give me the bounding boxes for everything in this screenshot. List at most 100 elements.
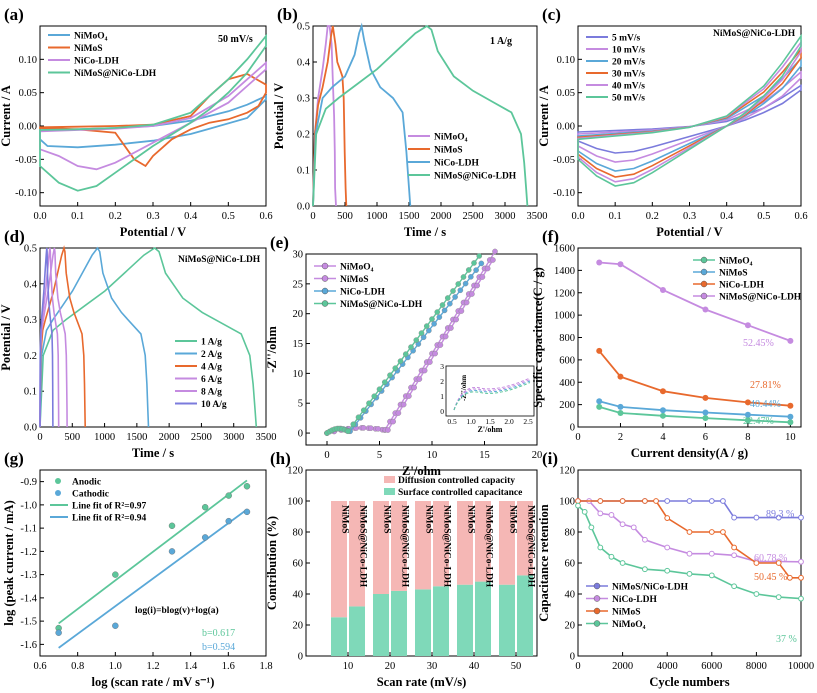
legend-label: 5 mV/s (612, 34, 641, 44)
x-tick-label: 1500 (399, 211, 420, 222)
cycle-point (686, 529, 693, 535)
y-tick-label: 0 (298, 652, 303, 663)
x-tick-label: 1.6 (222, 661, 235, 672)
x-axis-label: Time / s (404, 225, 446, 239)
x-tick-label: 3000 (495, 211, 516, 222)
legend-label: NiMoO₄ (719, 257, 753, 267)
x-axis-label: Scan rate (mV/s) (377, 675, 467, 689)
x-tick-label: 0.8 (71, 661, 84, 672)
x-tick-label: 15 (479, 450, 490, 461)
cycle-point (798, 514, 804, 521)
y-tick-label: 0.1 (24, 387, 37, 398)
x-tick-label: 3500 (527, 211, 548, 222)
x-tick-label: 0 (575, 432, 580, 443)
rate-point (596, 259, 603, 266)
y-tick-label: 15 (293, 339, 304, 350)
x-tick-label: 4 (660, 432, 666, 443)
legend-marker (700, 280, 708, 288)
y-axis-label: -Z''/ohm (265, 326, 279, 373)
x-tick-label: 1.0 (109, 661, 122, 672)
y-tick-label: -1.1 (20, 524, 37, 535)
legend-label: NiMoO₄ (74, 32, 108, 42)
bar-label: NiMoS@NiCo-LDH (526, 505, 536, 588)
bar-surface (373, 594, 389, 656)
legend-label: NiMoO₄ (340, 263, 374, 273)
rate-line (598, 400, 791, 418)
nyquist-point (381, 379, 388, 385)
y-tick-label: 80 (293, 528, 304, 539)
x-tick-label: 1.4 (184, 661, 198, 672)
inset-curve (453, 377, 531, 411)
nyquist-point (355, 414, 362, 421)
y-tick-label: -0.05 (15, 155, 37, 166)
cycle-point (753, 591, 760, 597)
nyquist-point (432, 350, 438, 357)
y-tick-label: 1200 (554, 288, 575, 299)
x-tick-label: 2500 (463, 211, 484, 222)
rate-point (744, 399, 751, 406)
nyquist-point (416, 376, 423, 382)
data-point (168, 522, 176, 529)
nyquist-point (402, 351, 409, 357)
x-axis-label: Potential / V (120, 225, 186, 239)
y-tick-label: -0.9 (20, 477, 37, 488)
x-tick-label: 500 (337, 211, 353, 222)
sample-annotation: NiMoS@NiCo-LDH (713, 29, 796, 39)
data-point (243, 508, 251, 516)
legend-label: 40 mV/s (612, 82, 645, 92)
legend-label: NiMoS (340, 275, 369, 285)
legend-label: Line fit of R²=0.94 (72, 514, 146, 524)
x-tick-label: 0.5 (222, 211, 235, 222)
x-tick-label: 0.1 (71, 211, 84, 222)
legend-label: NiCo-LDH (340, 288, 385, 298)
cycle-point (642, 536, 648, 543)
rate-point (787, 419, 794, 426)
legend-marker (700, 292, 708, 300)
y-tick-label: 10 (293, 369, 304, 380)
x-axis-label: Cycle numbers (649, 675, 729, 689)
rate-point (702, 409, 709, 416)
bar-diffusion (415, 501, 431, 590)
rate-point (787, 402, 794, 409)
nyquist-point (411, 384, 417, 391)
y-tick-label: 1600 (554, 244, 575, 255)
legend-label: NiCo-LDH (719, 281, 764, 291)
bar-diffusion (433, 501, 449, 587)
data-point (225, 492, 232, 499)
y-tick-label: 0.1 (297, 166, 310, 177)
x-tick-label: 3000 (223, 432, 244, 443)
panel-label: (h) (270, 449, 291, 468)
gcd-curve (312, 25, 337, 207)
x-tick-label: 0.1 (609, 211, 622, 222)
x-tick-label: 0.3 (683, 211, 696, 222)
y-tick-label: 20 (293, 309, 304, 320)
nyquist-point (442, 333, 449, 340)
gcd-curve (312, 24, 529, 207)
cycle-point (686, 498, 693, 504)
data-point (243, 483, 251, 490)
y-tick-label: 30 (293, 250, 304, 261)
y-tick-label: -1.6 (20, 640, 37, 651)
x-tick-label: 8 (745, 432, 750, 443)
nyquist-point (469, 291, 475, 297)
inset-frame (445, 365, 535, 417)
panel-a: 0.0 0.1 0.2 0.3 0.4 0.5 0.6 -0.10 -0.05 0.00 0.05 0… (0, 5, 273, 239)
bar-diffusion (499, 501, 515, 585)
legend-marker (700, 268, 708, 276)
legend-label: NiMoS/NiCo-LDH (612, 583, 689, 593)
legend-label: Cathodic (72, 490, 109, 500)
nyquist-point (360, 425, 367, 431)
x-tick-label: 8000 (746, 661, 767, 672)
x-tick-label: 10 (785, 432, 796, 443)
legend-label: 30 mV/s (612, 70, 645, 80)
inset-y-tick: 1 (440, 392, 444, 401)
cv-curve (39, 73, 267, 168)
x-tick-label: 5 (377, 450, 382, 461)
cycle-point (708, 550, 715, 557)
x-axis-label: Potential / V (656, 225, 722, 239)
y-axis-label: Contribution (%) (265, 516, 279, 610)
retention-label: 50.45 % (754, 572, 787, 583)
y-axis-label: Potential / V (0, 304, 13, 370)
x-axis-label: Time / s (132, 446, 174, 460)
plot-frame (305, 253, 538, 446)
